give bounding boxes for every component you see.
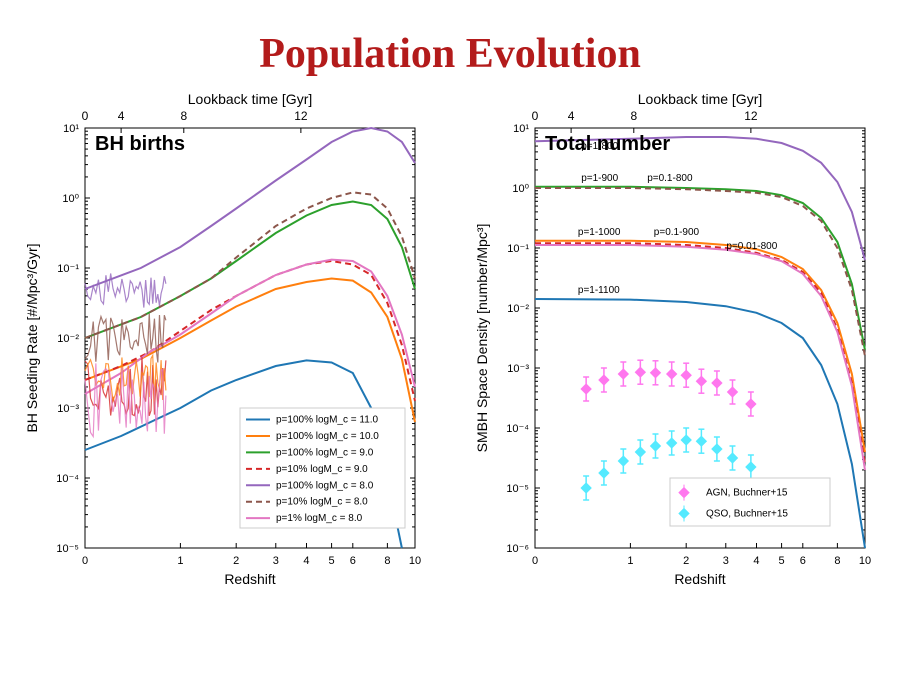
legend-item-label: p=10% logM_c = 8.0 bbox=[276, 497, 368, 508]
data-point bbox=[581, 384, 591, 394]
svg-text:10⁻⁴: 10⁻⁴ bbox=[506, 423, 529, 435]
legend-item-label: p=100% logM_c = 8.0 bbox=[276, 480, 374, 491]
svg-text:12: 12 bbox=[744, 109, 758, 123]
svg-text:Redshift: Redshift bbox=[224, 571, 275, 587]
svg-text:0: 0 bbox=[532, 555, 538, 567]
series-line bbox=[535, 241, 865, 452]
svg-text:Lookback time [Gyr]: Lookback time [Gyr] bbox=[638, 91, 763, 107]
svg-text:Lookback time [Gyr]: Lookback time [Gyr] bbox=[188, 91, 313, 107]
legend-item-label: AGN, Buchner+15 bbox=[706, 488, 788, 499]
svg-text:10⁻⁶: 10⁻⁶ bbox=[506, 543, 529, 555]
data-point bbox=[712, 444, 722, 454]
svg-text:3: 3 bbox=[273, 555, 279, 567]
data-point bbox=[712, 378, 722, 388]
svg-text:10⁻¹: 10⁻¹ bbox=[57, 263, 79, 275]
svg-text:12: 12 bbox=[294, 109, 308, 123]
svg-text:10: 10 bbox=[859, 555, 871, 567]
series-annotation: p=1-1000 bbox=[578, 227, 621, 238]
svg-text:6: 6 bbox=[800, 555, 806, 567]
svg-text:10⁻²: 10⁻² bbox=[507, 303, 529, 315]
svg-text:4: 4 bbox=[118, 109, 125, 123]
svg-text:4: 4 bbox=[753, 555, 759, 567]
data-point bbox=[696, 376, 706, 386]
series-line bbox=[85, 192, 415, 338]
series-annotation: p=0.1-800 bbox=[647, 173, 693, 184]
series-line bbox=[535, 187, 865, 350]
svg-text:10⁻²: 10⁻² bbox=[57, 333, 79, 345]
svg-text:3: 3 bbox=[723, 555, 729, 567]
series-line bbox=[535, 243, 865, 464]
svg-text:1: 1 bbox=[627, 555, 633, 567]
data-point bbox=[650, 368, 660, 378]
svg-text:6: 6 bbox=[350, 555, 356, 567]
data-point bbox=[635, 447, 645, 457]
svg-text:10⁻³: 10⁻³ bbox=[57, 403, 79, 415]
right-chart: 10⁻⁶10⁻⁵10⁻⁴10⁻³10⁻²10⁻¹10⁰10¹0123456810… bbox=[465, 88, 885, 593]
svg-text:0: 0 bbox=[532, 109, 539, 123]
svg-text:10⁻⁴: 10⁻⁴ bbox=[56, 473, 79, 485]
svg-text:10⁻⁵: 10⁻⁵ bbox=[56, 543, 79, 555]
page-title: Population Evolution bbox=[0, 0, 900, 88]
svg-text:8: 8 bbox=[384, 555, 390, 567]
series-annotation: p=1-1100 bbox=[578, 285, 620, 296]
svg-text:1: 1 bbox=[177, 555, 183, 567]
svg-text:4: 4 bbox=[303, 555, 309, 567]
data-point bbox=[727, 387, 737, 397]
left-chart: 10⁻⁵10⁻⁴10⁻³10⁻²10⁻¹10⁰10¹01234568100481… bbox=[15, 88, 435, 593]
svg-text:5: 5 bbox=[329, 555, 335, 567]
data-point bbox=[618, 369, 628, 379]
legend-item-label: p=10% logM_c = 9.0 bbox=[276, 464, 368, 475]
svg-text:10⁻⁵: 10⁻⁵ bbox=[506, 483, 529, 495]
svg-text:10⁻¹: 10⁻¹ bbox=[507, 243, 529, 255]
data-point bbox=[581, 483, 591, 493]
series-annotation: p=0.1-900 bbox=[654, 227, 700, 238]
svg-text:10¹: 10¹ bbox=[513, 123, 529, 135]
svg-text:2: 2 bbox=[683, 555, 689, 567]
svg-text:8: 8 bbox=[834, 555, 840, 567]
charts-container: 10⁻⁵10⁻⁴10⁻³10⁻²10⁻¹10⁰10¹01234568100481… bbox=[0, 88, 900, 593]
svg-text:BH Seeding Rate [#/Mpc³/Gyr]: BH Seeding Rate [#/Mpc³/Gyr] bbox=[24, 243, 40, 432]
data-point bbox=[599, 468, 609, 478]
svg-text:10⁻³: 10⁻³ bbox=[507, 363, 529, 375]
svg-text:8: 8 bbox=[630, 109, 637, 123]
legend-item-label: p=100% logM_c = 9.0 bbox=[276, 447, 374, 458]
chart-label: Total number bbox=[545, 133, 670, 155]
svg-text:10⁰: 10⁰ bbox=[512, 183, 529, 195]
svg-text:5: 5 bbox=[779, 555, 785, 567]
legend-item-label: p=1% logM_c = 8.0 bbox=[276, 513, 363, 524]
data-point bbox=[667, 438, 677, 448]
legend-item-label: p=100% logM_c = 10.0 bbox=[276, 431, 379, 442]
svg-text:8: 8 bbox=[180, 109, 187, 123]
data-point bbox=[635, 367, 645, 377]
svg-text:Redshift: Redshift bbox=[674, 571, 725, 587]
svg-text:4: 4 bbox=[568, 109, 575, 123]
svg-text:10: 10 bbox=[409, 555, 421, 567]
series-annotation: p=0.01-800 bbox=[726, 241, 777, 252]
legend-item-label: QSO, Buchner+15 bbox=[706, 508, 788, 519]
data-point bbox=[746, 399, 756, 409]
data-point bbox=[618, 456, 628, 466]
svg-text:0: 0 bbox=[82, 109, 89, 123]
series-annotation: p=1-900 bbox=[581, 173, 618, 184]
svg-text:10⁰: 10⁰ bbox=[62, 193, 79, 205]
svg-text:2: 2 bbox=[233, 555, 239, 567]
data-point bbox=[650, 441, 660, 451]
svg-text:0: 0 bbox=[82, 555, 88, 567]
data-point bbox=[667, 369, 677, 379]
data-point bbox=[696, 436, 706, 446]
svg-text:10¹: 10¹ bbox=[63, 123, 79, 135]
data-point bbox=[681, 435, 691, 445]
legend-item-label: p=100% logM_c = 11.0 bbox=[276, 415, 379, 426]
data-point bbox=[727, 453, 737, 463]
data-point bbox=[746, 462, 756, 472]
data-point bbox=[681, 370, 691, 380]
chart-label: BH births bbox=[95, 133, 185, 155]
svg-text:SMBH Space Density [number/Mpc: SMBH Space Density [number/Mpc³] bbox=[474, 224, 490, 453]
data-point bbox=[599, 375, 609, 385]
